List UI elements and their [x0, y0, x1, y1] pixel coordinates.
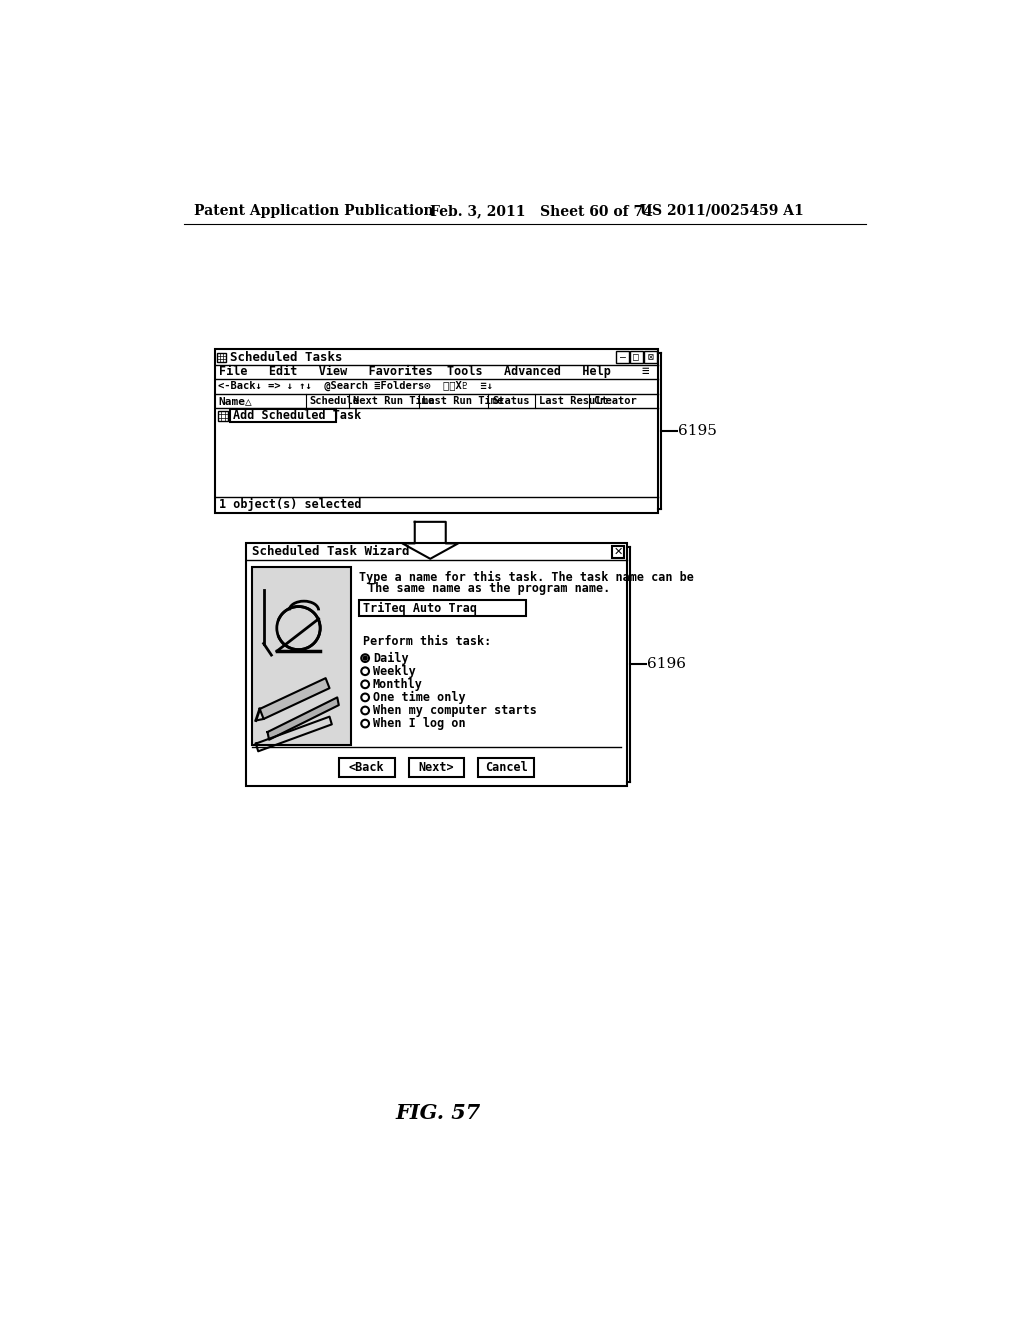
Circle shape	[361, 655, 369, 663]
Text: Next>: Next>	[419, 760, 455, 774]
Text: —: —	[620, 352, 626, 362]
Text: ✕: ✕	[613, 546, 623, 557]
Bar	[217, 354, 226, 363]
Bar	[611, 545, 624, 558]
Text: When my computer starts: When my computer starts	[373, 704, 537, 717]
Text: 6195: 6195	[678, 424, 717, 438]
Circle shape	[361, 719, 369, 727]
Text: Scheduled Tasks: Scheduled Tasks	[230, 351, 343, 363]
Text: Creator: Creator	[593, 396, 637, 407]
Text: <Back: <Back	[349, 760, 385, 774]
Text: ≡: ≡	[642, 366, 649, 379]
Text: File   Edit   View   Favorites  Tools   Advanced   Help: File Edit View Favorites Tools Advanced …	[219, 366, 611, 379]
Circle shape	[361, 706, 369, 714]
Bar	[616, 351, 629, 363]
Polygon shape	[260, 678, 330, 719]
Circle shape	[364, 656, 367, 660]
Text: One time only: One time only	[373, 690, 466, 704]
Circle shape	[361, 668, 369, 675]
Bar	[630, 351, 643, 363]
Text: Monthly: Monthly	[373, 677, 423, 690]
Text: Scheduled Task Wizard: Scheduled Task Wizard	[252, 545, 410, 558]
Text: Weekly: Weekly	[373, 665, 416, 677]
Text: Cancel: Cancel	[484, 760, 527, 774]
Bar	[252, 566, 351, 744]
Text: Feb. 3, 2011   Sheet 60 of 74: Feb. 3, 2011 Sheet 60 of 74	[430, 203, 653, 218]
Text: <-Back↓ => ↓ ↑↓  @Search ≣Folders⊙  ⎙⎙X♇  ≡↓: <-Back↓ => ↓ ↑↓ @Search ≣Folders⊙ ⎙⎙X♇ ≡…	[218, 381, 493, 392]
Text: Type a name for this task. The task name can be: Type a name for this task. The task name…	[359, 570, 694, 583]
Text: The same name as the program name.: The same name as the program name.	[369, 582, 610, 594]
Circle shape	[276, 607, 321, 649]
Bar	[215, 350, 658, 512]
Text: US 2011/0025459 A1: US 2011/0025459 A1	[640, 203, 803, 218]
Bar	[359, 601, 525, 615]
Bar	[218, 411, 228, 421]
Circle shape	[361, 681, 369, 688]
Bar	[409, 758, 464, 776]
Circle shape	[361, 693, 369, 701]
Text: Patent Application Publication: Patent Application Publication	[194, 203, 433, 218]
Bar	[478, 758, 535, 776]
Text: Next Run Time: Next Run Time	[352, 396, 434, 407]
Bar	[229, 409, 337, 422]
Text: Name△: Name△	[218, 396, 252, 407]
Text: 6196: 6196	[647, 657, 686, 672]
Polygon shape	[267, 697, 339, 739]
Text: Add Scheduled Task: Add Scheduled Task	[233, 409, 361, 422]
Text: Last Run Time: Last Run Time	[423, 396, 504, 407]
Text: □: □	[634, 352, 639, 362]
Text: Last Result: Last Result	[539, 396, 607, 407]
Text: Status: Status	[493, 396, 529, 407]
Bar	[339, 758, 394, 776]
Text: Daily: Daily	[373, 652, 409, 665]
Text: When I log on: When I log on	[373, 717, 466, 730]
Text: Schedule: Schedule	[309, 396, 359, 407]
Bar	[644, 351, 656, 363]
Text: 1 object(s) selected: 1 object(s) selected	[219, 499, 361, 511]
Text: Perform this task:: Perform this task:	[362, 635, 492, 648]
Bar	[246, 544, 627, 785]
Text: TriTeq Auto Traq: TriTeq Auto Traq	[362, 602, 477, 615]
Text: FIG. 57: FIG. 57	[395, 1104, 480, 1123]
Text: ⊠: ⊠	[647, 352, 653, 362]
